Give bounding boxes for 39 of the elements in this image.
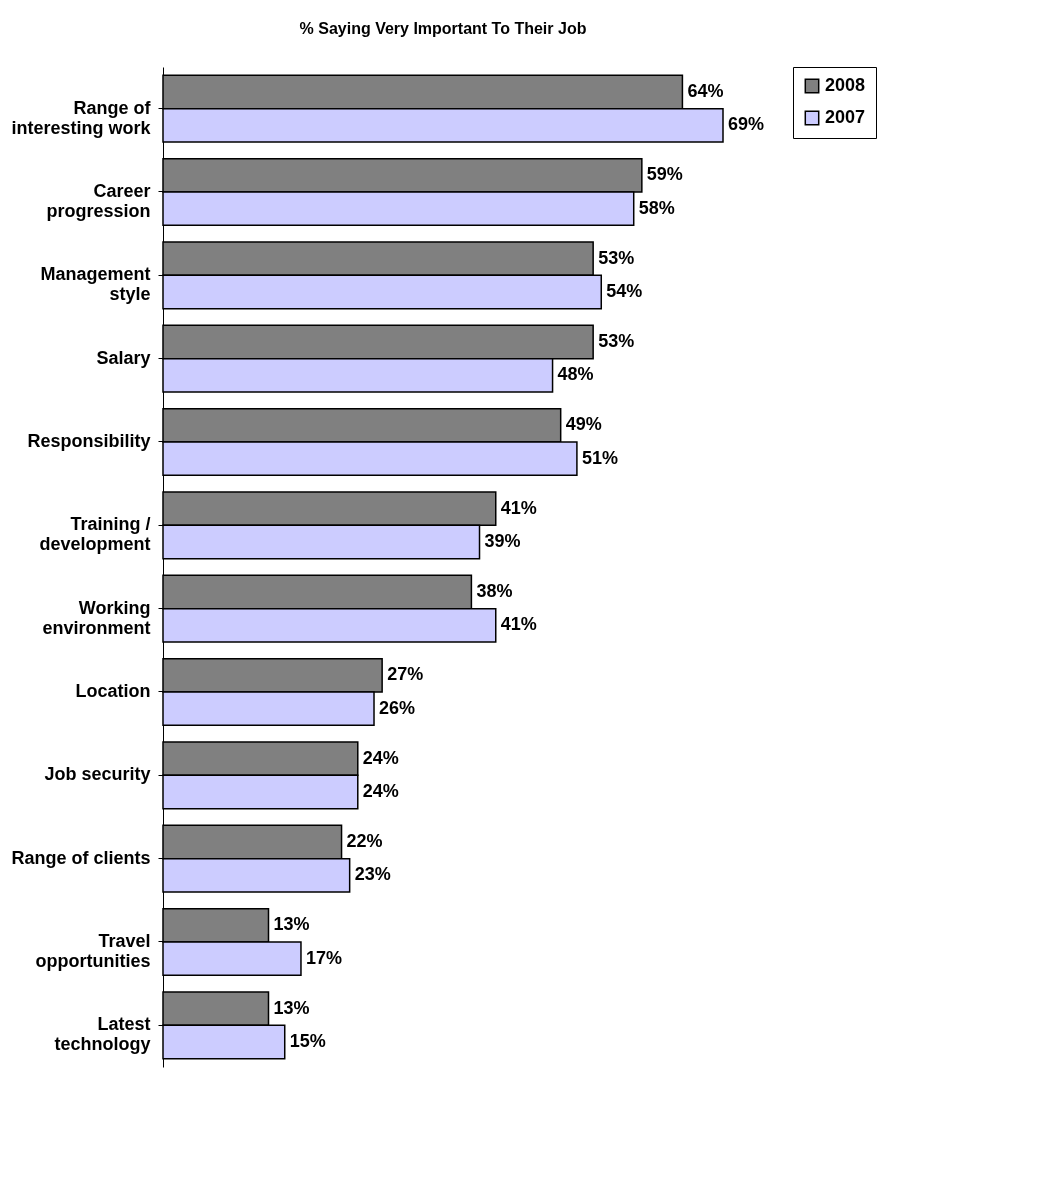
- y-tick-label: Salary: [96, 347, 151, 368]
- y-tick-label: Working environment: [42, 597, 151, 638]
- data-label: 27%: [387, 664, 424, 685]
- data-label: 22%: [346, 831, 383, 851]
- y-tick-label: Training / development: [39, 514, 151, 555]
- data-label: 51%: [581, 447, 618, 468]
- data-label: 53%: [598, 331, 635, 351]
- data-label: 17%: [305, 947, 342, 968]
- y-tick-label: Management style: [40, 264, 151, 305]
- legend-label: 2007: [825, 107, 866, 127]
- data-label: 26%: [379, 697, 416, 718]
- data-label: 69%: [728, 114, 765, 135]
- y-tick-label: Career progression: [46, 181, 151, 221]
- data-label: 59%: [646, 164, 683, 185]
- data-label: 64%: [687, 81, 724, 101]
- data-label: 41%: [500, 497, 537, 518]
- data-label: 53%: [598, 247, 635, 268]
- data-label: 54%: [606, 281, 643, 301]
- data-label: 15%: [289, 1031, 326, 1051]
- y-tick-label: Location: [75, 681, 151, 701]
- data-label: 23%: [354, 864, 391, 885]
- y-tick-label: Latest technology: [54, 1014, 151, 1055]
- y-tick-label: Responsibility: [27, 431, 151, 451]
- data-label: 24%: [362, 781, 399, 801]
- y-tick-label: Job security: [44, 764, 151, 785]
- y-tick-label: Range of clients: [11, 847, 151, 868]
- data-label: 41%: [500, 614, 537, 635]
- data-label: 49%: [565, 414, 602, 435]
- y-tick-label: Travel opportunities: [35, 931, 151, 971]
- data-label: 38%: [476, 581, 513, 601]
- data-label: 13%: [273, 914, 310, 935]
- y-tick-label: Range of interesting work: [11, 97, 152, 138]
- data-label: 39%: [484, 531, 521, 551]
- data-label: 58%: [638, 197, 675, 218]
- data-label: 13%: [273, 997, 310, 1018]
- data-label: 48%: [557, 364, 594, 385]
- legend-label: 2008: [825, 75, 866, 95]
- data-label: 24%: [362, 747, 399, 768]
- chart-title: % Saying Very Important To Their Job: [299, 19, 587, 37]
